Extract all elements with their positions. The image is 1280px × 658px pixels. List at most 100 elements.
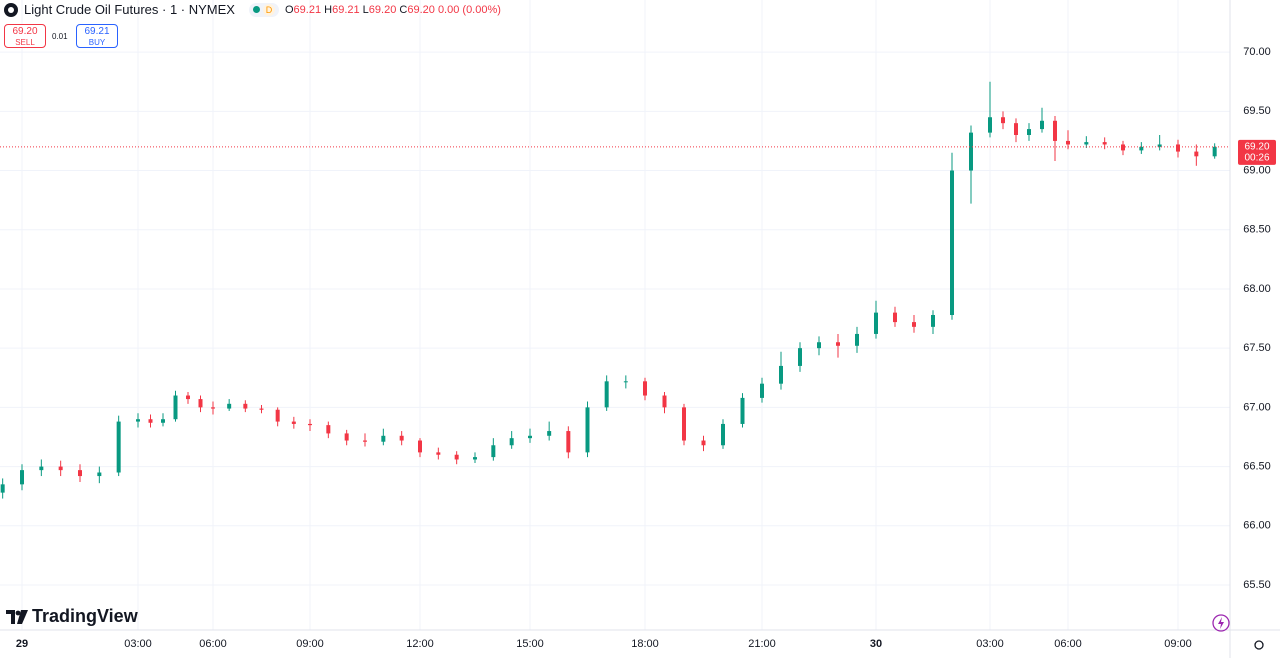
candle-body bbox=[20, 470, 24, 485]
sell-label: SELL bbox=[15, 38, 35, 47]
candle-body bbox=[585, 407, 590, 453]
candle-body bbox=[547, 431, 552, 436]
candle-body bbox=[198, 399, 203, 408]
candle-body bbox=[161, 419, 165, 423]
candle-body bbox=[1212, 146, 1217, 157]
candle-body bbox=[116, 421, 121, 473]
candle-body bbox=[78, 470, 82, 477]
lightning-icon[interactable] bbox=[1212, 614, 1230, 632]
symbol-title[interactable]: Light Crude Oil Futures · 1 · NYMEX bbox=[24, 2, 235, 17]
ohlc-values: O69.21 H69.21 L69.20 C69.20 0.00 (0.00%) bbox=[285, 4, 501, 16]
candle-body bbox=[326, 425, 331, 434]
candle-body bbox=[97, 472, 102, 477]
buy-label: BUY bbox=[88, 38, 106, 47]
status-badges: D bbox=[248, 2, 279, 17]
y-tick-label: 66.50 bbox=[1243, 460, 1271, 472]
candle-body bbox=[136, 419, 140, 422]
candle-body bbox=[148, 419, 153, 423]
candle-body bbox=[969, 132, 973, 171]
candle-body bbox=[604, 381, 609, 408]
y-tick-label: 68.50 bbox=[1243, 224, 1271, 236]
candle-body bbox=[436, 452, 441, 455]
buy-price: 69.21 bbox=[84, 26, 110, 37]
tradingview-logo[interactable]: TradingView bbox=[6, 606, 138, 627]
candle-body bbox=[874, 312, 878, 334]
legend-header: Light Crude Oil Futures · 1 · NYMEX D O6… bbox=[4, 2, 501, 17]
current-price-label: 69.20 bbox=[1244, 141, 1269, 152]
h-label: H bbox=[324, 3, 333, 16]
y-tick-label: 69.00 bbox=[1243, 164, 1271, 176]
candle-body bbox=[1053, 120, 1057, 141]
x-tick-label: 09:00 bbox=[1164, 638, 1192, 650]
candle-body bbox=[798, 348, 802, 366]
candle-body bbox=[381, 435, 386, 442]
candle-body bbox=[912, 322, 916, 327]
c-value: 69.20 bbox=[407, 3, 435, 16]
c-label: C bbox=[399, 3, 408, 16]
sell-button[interactable]: 69.20 SELL bbox=[4, 24, 46, 48]
sell-price: 69.20 bbox=[12, 26, 38, 37]
candle-body bbox=[1102, 142, 1107, 145]
x-tick-label: 15:00 bbox=[516, 638, 544, 650]
candle-body bbox=[1001, 117, 1005, 124]
candle-body bbox=[1066, 140, 1070, 145]
y-tick-label: 65.50 bbox=[1243, 579, 1271, 591]
y-tick-label: 66.00 bbox=[1243, 520, 1271, 532]
candle-body bbox=[308, 423, 312, 426]
candle-body bbox=[988, 117, 992, 133]
candle-body bbox=[760, 383, 764, 398]
x-tick-label: 30 bbox=[870, 638, 882, 650]
candle-body bbox=[1040, 120, 1044, 130]
lightning-glyph bbox=[1218, 617, 1224, 629]
y-tick-label: 67.00 bbox=[1243, 401, 1271, 413]
candle-body bbox=[291, 421, 296, 424]
x-tick-label: 03:00 bbox=[124, 638, 152, 650]
candle-body bbox=[623, 381, 628, 383]
candle-body bbox=[950, 170, 954, 315]
candle-body bbox=[740, 397, 745, 424]
candle-body bbox=[58, 466, 63, 471]
y-tick-label: 69.50 bbox=[1243, 105, 1271, 117]
candle-body bbox=[1014, 123, 1018, 135]
candle-body bbox=[1121, 144, 1125, 151]
buy-button[interactable]: 69.21 BUY bbox=[76, 24, 118, 48]
candle-body bbox=[211, 407, 215, 409]
candle-body bbox=[491, 445, 496, 458]
x-tick-label: 29 bbox=[16, 638, 28, 650]
candle-body bbox=[418, 440, 422, 453]
l-label: L bbox=[362, 3, 369, 16]
y-tick-label: 67.50 bbox=[1243, 342, 1271, 354]
candle-body bbox=[566, 431, 571, 453]
settings-icon[interactable] bbox=[1254, 640, 1264, 650]
candle-body bbox=[399, 435, 404, 441]
o-value: 69.21 bbox=[293, 3, 322, 16]
symbol-icon bbox=[4, 2, 18, 17]
candle-body bbox=[643, 381, 647, 396]
x-tick-label: 06:00 bbox=[1054, 638, 1082, 650]
candle-body bbox=[186, 395, 190, 400]
candle-body bbox=[1084, 142, 1089, 145]
countdown-label: 00:26 bbox=[1244, 152, 1269, 163]
x-tick-label: 03:00 bbox=[976, 638, 1004, 650]
candle-body bbox=[509, 438, 514, 446]
candle-body bbox=[528, 435, 532, 439]
candle-body bbox=[836, 342, 840, 346]
x-tick-label: 12:00 bbox=[406, 638, 434, 650]
x-tick-label: 06:00 bbox=[199, 638, 227, 650]
candle-body bbox=[0, 484, 5, 493]
change-value: 0.00 (0.00%) bbox=[437, 3, 501, 16]
candle-body bbox=[473, 457, 477, 460]
interval-badge: D bbox=[262, 3, 275, 16]
spread: 0.01 bbox=[52, 32, 68, 41]
candle-body bbox=[701, 440, 706, 446]
y-tick-label: 68.00 bbox=[1243, 283, 1271, 295]
candle-body bbox=[855, 333, 859, 346]
candle-body bbox=[893, 312, 897, 323]
h-value: 69.21 bbox=[332, 3, 360, 16]
x-tick-label: 21:00 bbox=[748, 638, 776, 650]
candle-body bbox=[931, 315, 935, 327]
candle-body bbox=[454, 454, 459, 460]
candle-body bbox=[243, 403, 248, 409]
